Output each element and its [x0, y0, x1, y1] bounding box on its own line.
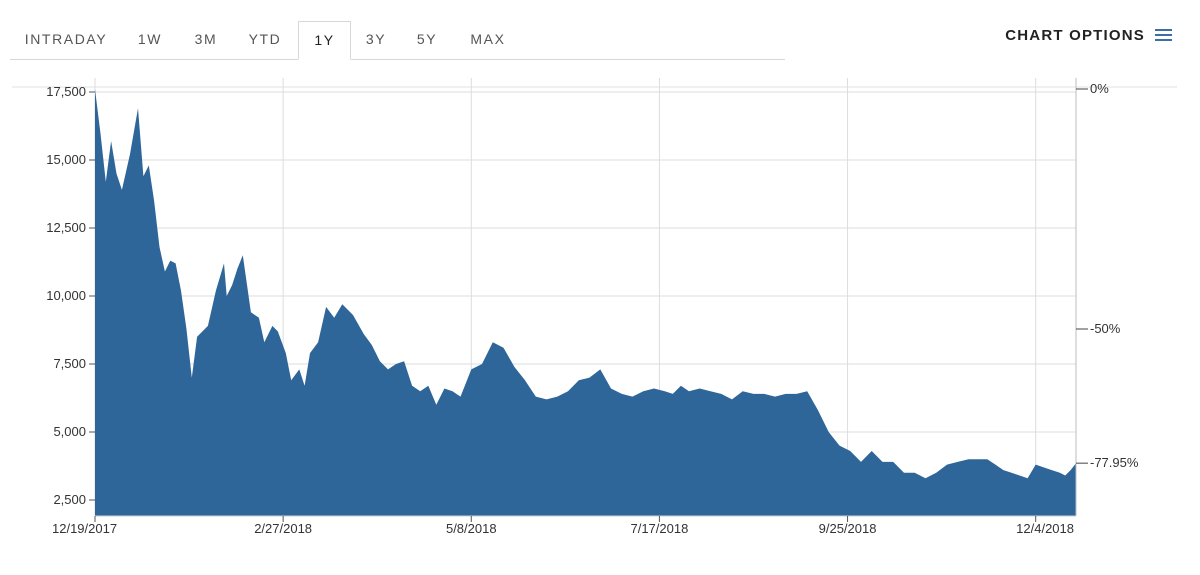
x-tick-label: 5/8/2018 — [446, 521, 497, 536]
x-tick-label: 12/4/2018 — [1016, 521, 1074, 536]
chart-options-label: CHART OPTIONS — [1005, 27, 1145, 44]
chart-options-button[interactable]: CHART OPTIONS — [1005, 27, 1172, 44]
range-tabbar: INTRADAY 1W 3M YTD 1Y 3Y 5Y MAX — [10, 0, 785, 60]
percent-tick-label: 0% — [1090, 81, 1109, 96]
tab-1w[interactable]: 1W — [137, 31, 163, 47]
y-tick-label: 10,000 — [46, 288, 86, 303]
tab-divider — [10, 59, 785, 60]
tab-3y[interactable]: 3Y — [365, 31, 387, 47]
y-tick-label: 17,500 — [46, 84, 86, 99]
y-axis-ticks: 2,500 5,000 7,500 10,000 12,500 15,000 17,500 — [46, 84, 95, 507]
tab-intraday[interactable]: INTRADAY — [24, 31, 108, 47]
x-axis-ticks: 12/19/2017 2/27/2018 5/8/2018 7/17/2018 9/25… — [52, 516, 1074, 536]
y-tick-label: 7,500 — [53, 356, 86, 371]
percent-axis-ticks: 0% -50% -77.95% — [1076, 81, 1139, 470]
x-tick-label: 2/27/2018 — [254, 521, 312, 536]
y-tick-label: 15,000 — [46, 152, 86, 167]
x-tick-label: 12/19/2017 — [52, 521, 117, 536]
series-area — [95, 89, 1076, 517]
tab-ytd[interactable]: YTD — [248, 31, 282, 47]
tab-5y[interactable]: 5Y — [416, 31, 438, 47]
tab-1y[interactable]: 1Y — [298, 21, 351, 60]
percent-change-label: -77.95% — [1090, 455, 1139, 470]
hamburger-menu-icon — [1155, 29, 1172, 42]
tab-3m[interactable]: 3M — [194, 31, 218, 47]
x-tick-label: 7/17/2018 — [630, 521, 688, 536]
y-tick-label: 2,500 — [53, 492, 86, 507]
y-tick-label: 12,500 — [46, 220, 86, 235]
y-tick-label: 5,000 — [53, 424, 86, 439]
percent-tick-label: -50% — [1090, 321, 1121, 336]
tab-max[interactable]: MAX — [470, 31, 506, 47]
x-tick-label: 9/25/2018 — [819, 521, 877, 536]
